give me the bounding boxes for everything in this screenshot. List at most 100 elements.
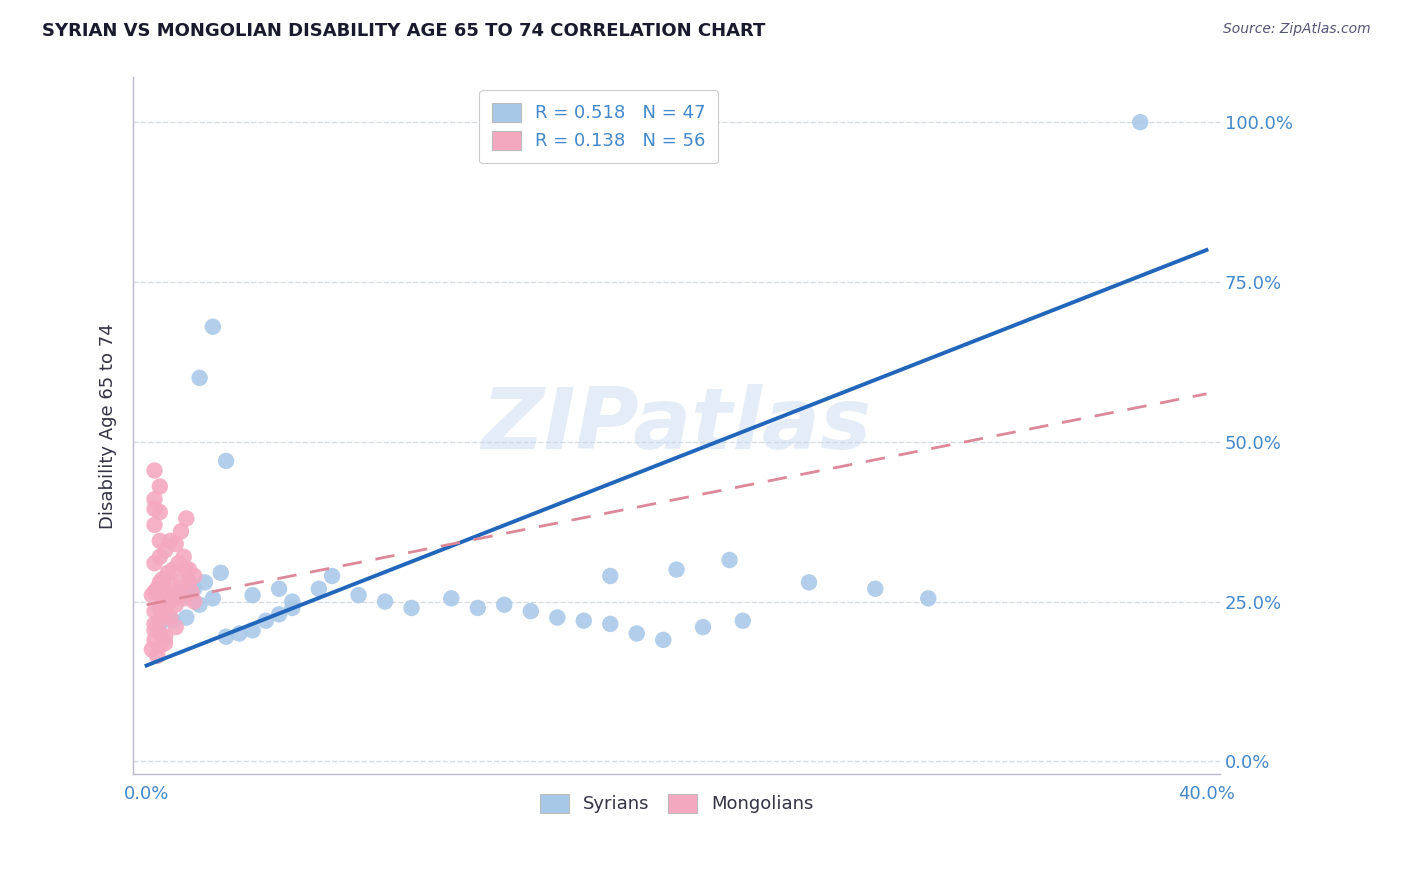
Point: [374, 594, 396, 608]
Point: [143, 463, 166, 477]
Point: [599, 616, 621, 631]
Text: SYRIAN VS MONGOLIAN DISABILITY AGE 65 TO 74 CORRELATION CHART: SYRIAN VS MONGOLIAN DISABILITY AGE 65 TO…: [42, 22, 765, 40]
Point: [159, 594, 181, 608]
Point: [599, 569, 621, 583]
Point: [152, 591, 174, 606]
Point: [167, 588, 190, 602]
Point: [1129, 115, 1152, 129]
Point: [173, 591, 195, 606]
Point: [162, 614, 184, 628]
Point: [201, 319, 224, 334]
Point: [254, 614, 277, 628]
Point: [183, 582, 205, 596]
Point: [165, 598, 187, 612]
Point: [440, 591, 463, 606]
Point: [141, 588, 163, 602]
Point: [149, 640, 172, 654]
Point: [152, 572, 174, 586]
Point: [143, 616, 166, 631]
Point: [170, 524, 193, 539]
Point: [546, 610, 568, 624]
Point: [149, 505, 172, 519]
Point: [626, 626, 648, 640]
Point: [146, 582, 169, 596]
Point: [520, 604, 543, 618]
Point: [162, 578, 184, 592]
Point: [242, 624, 264, 638]
Point: [165, 591, 187, 606]
Point: [149, 549, 172, 564]
Point: [149, 575, 172, 590]
Point: [183, 594, 205, 608]
Point: [652, 632, 675, 647]
Point: [156, 594, 179, 608]
Point: [159, 533, 181, 548]
Point: [143, 501, 166, 516]
Point: [467, 601, 489, 615]
Text: ZIPatlas: ZIPatlas: [481, 384, 872, 467]
Point: [162, 563, 184, 577]
Point: [201, 591, 224, 606]
Point: [401, 601, 423, 615]
Point: [153, 543, 176, 558]
Point: [281, 601, 304, 615]
Point: [281, 594, 304, 608]
Legend: Syrians, Mongolians: Syrians, Mongolians: [529, 783, 824, 824]
Point: [156, 566, 179, 580]
Point: [180, 585, 202, 599]
Point: [215, 630, 238, 644]
Point: [153, 607, 176, 622]
Point: [176, 588, 198, 602]
Point: [159, 588, 181, 602]
Point: [173, 549, 195, 564]
Point: [194, 575, 217, 590]
Point: [321, 569, 343, 583]
Point: [153, 630, 176, 644]
Point: [183, 569, 205, 583]
Point: [156, 588, 179, 602]
Point: [143, 492, 166, 507]
Point: [165, 537, 187, 551]
Point: [347, 588, 370, 602]
Point: [149, 533, 172, 548]
Point: [917, 591, 939, 606]
Point: [865, 582, 887, 596]
Point: [143, 585, 166, 599]
Point: [731, 614, 754, 628]
Point: [149, 616, 172, 631]
Point: [177, 575, 200, 590]
Point: [267, 582, 290, 596]
Point: [149, 614, 172, 628]
Point: [167, 585, 190, 599]
Point: [308, 582, 330, 596]
Text: Source: ZipAtlas.com: Source: ZipAtlas.com: [1223, 22, 1371, 37]
Point: [143, 632, 166, 647]
Point: [188, 598, 211, 612]
Point: [718, 553, 741, 567]
Point: [143, 624, 166, 638]
Point: [797, 575, 820, 590]
Point: [267, 607, 290, 622]
Point: [149, 479, 172, 493]
Point: [143, 604, 166, 618]
Point: [170, 575, 193, 590]
Point: [153, 598, 176, 612]
Point: [692, 620, 714, 634]
Point: [149, 601, 172, 615]
Point: [177, 563, 200, 577]
Point: [159, 610, 181, 624]
Point: [176, 563, 198, 577]
Point: [149, 601, 172, 615]
Point: [149, 626, 172, 640]
Point: [141, 642, 163, 657]
Point: [176, 610, 198, 624]
Point: [167, 556, 190, 570]
Point: [165, 620, 187, 634]
Point: [176, 511, 198, 525]
Point: [188, 371, 211, 385]
Point: [153, 636, 176, 650]
Y-axis label: Disability Age 65 to 74: Disability Age 65 to 74: [100, 323, 117, 529]
Point: [572, 614, 595, 628]
Point: [209, 566, 232, 580]
Point: [146, 648, 169, 663]
